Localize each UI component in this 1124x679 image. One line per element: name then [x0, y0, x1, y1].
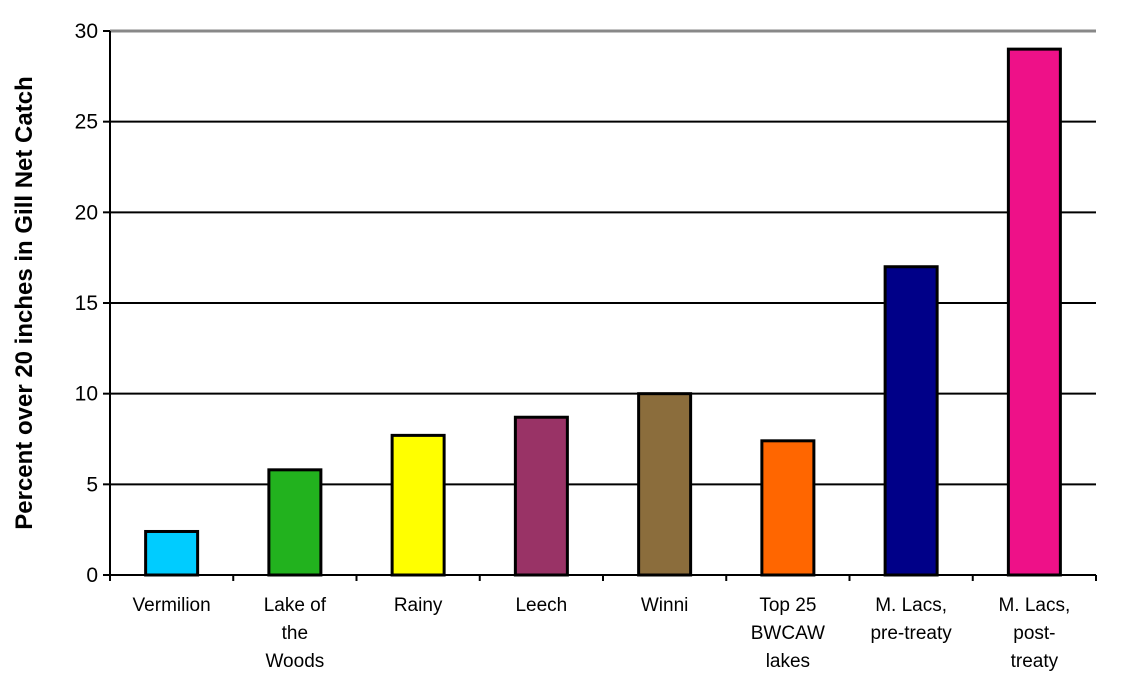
bar [390, 433, 446, 577]
gridlines [110, 29, 1096, 486]
bar [513, 415, 569, 577]
y-tick-label: 0 [86, 564, 98, 587]
x-tick-label: M. Lacs, [875, 595, 947, 616]
x-tick-label: Rainy [394, 595, 443, 616]
x-tick-label: treaty [1011, 651, 1059, 672]
x-tick-label: Woods [265, 651, 324, 672]
x-tick-label: pre-treaty [870, 623, 952, 644]
bar [637, 392, 693, 577]
x-tick-label: the [282, 623, 308, 644]
y-tick-label: 15 [75, 292, 98, 315]
x-tick-label: Leech [515, 595, 567, 616]
y-tick-label: 30 [75, 20, 98, 43]
x-tick-label: M. Lacs, [998, 595, 1070, 616]
bar [760, 439, 816, 577]
x-tick-label: BWCAW [751, 623, 825, 644]
x-tick-label: lakes [766, 651, 810, 672]
bars [144, 47, 1062, 577]
y-tick-label: 20 [75, 201, 98, 224]
x-tick-labels: Vermilion Lake of the Woods Rainy Leech Winni T… [109, 575, 1097, 672]
y-axis-title: Percent over 20 inches in Gill Net Catch [11, 76, 38, 530]
bar [144, 529, 200, 577]
bar [1006, 47, 1062, 577]
y-tick-labels: 0 5 10 15 20 25 30 [75, 20, 110, 587]
x-tick-label: Vermilion [133, 595, 211, 616]
bar [267, 468, 323, 577]
bar [883, 265, 939, 577]
x-tick-label: Winni [641, 595, 689, 616]
x-tick-label: post- [1013, 623, 1055, 644]
y-tick-label: 10 [75, 383, 98, 406]
x-tick-label: Lake of [264, 595, 327, 616]
y-tick-label: 5 [86, 473, 98, 496]
y-tick-label: 25 [75, 111, 98, 134]
x-tick-label: Top 25 [759, 595, 816, 616]
